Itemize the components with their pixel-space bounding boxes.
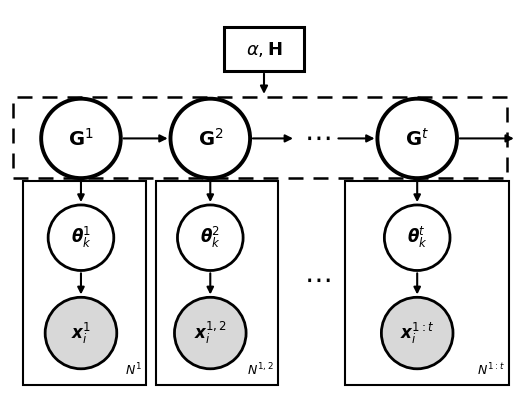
Text: $N^1$: $N^1$	[125, 362, 142, 379]
Text: $\cdots$: $\cdots$	[305, 267, 331, 294]
Text: $\boldsymbol{\theta}_k^t$: $\boldsymbol{\theta}_k^t$	[407, 225, 428, 250]
Ellipse shape	[174, 297, 246, 369]
Bar	[345, 181, 508, 385]
Text: $\alpha, \mathbf{H}$: $\alpha, \mathbf{H}$	[246, 40, 282, 59]
Text: $\mathbf{G}^2$: $\mathbf{G}^2$	[197, 128, 223, 149]
Text: $\boldsymbol{x}_i^1$: $\boldsymbol{x}_i^1$	[71, 320, 91, 346]
Text: $\boldsymbol{x}_i^{1,2}$: $\boldsymbol{x}_i^{1,2}$	[194, 320, 227, 346]
Text: $\boldsymbol{\theta}_k^2$: $\boldsymbol{\theta}_k^2$	[200, 225, 221, 250]
Text: $\cdots$: $\cdots$	[305, 124, 331, 152]
Text: $N^{1,2}$: $N^{1,2}$	[247, 362, 274, 379]
Ellipse shape	[48, 205, 114, 270]
Ellipse shape	[45, 297, 117, 369]
Bar	[13, 97, 507, 178]
Ellipse shape	[41, 99, 121, 178]
Text: $\mathbf{G}^1$: $\mathbf{G}^1$	[68, 128, 94, 149]
Text: $\mathbf{G}^t$: $\mathbf{G}^t$	[405, 128, 429, 149]
Bar	[23, 181, 146, 385]
Text: $N^{1:t}$: $N^{1:t}$	[477, 362, 505, 379]
Ellipse shape	[384, 205, 450, 270]
Text: $\boldsymbol{x}_i^{1:t}$: $\boldsymbol{x}_i^{1:t}$	[400, 320, 435, 346]
Bar	[156, 181, 278, 385]
Ellipse shape	[378, 99, 457, 178]
Bar	[224, 27, 304, 71]
Ellipse shape	[177, 205, 243, 270]
Text: $\boldsymbol{\theta}_k^1$: $\boldsymbol{\theta}_k^1$	[71, 225, 91, 250]
Ellipse shape	[171, 99, 250, 178]
Ellipse shape	[381, 297, 453, 369]
